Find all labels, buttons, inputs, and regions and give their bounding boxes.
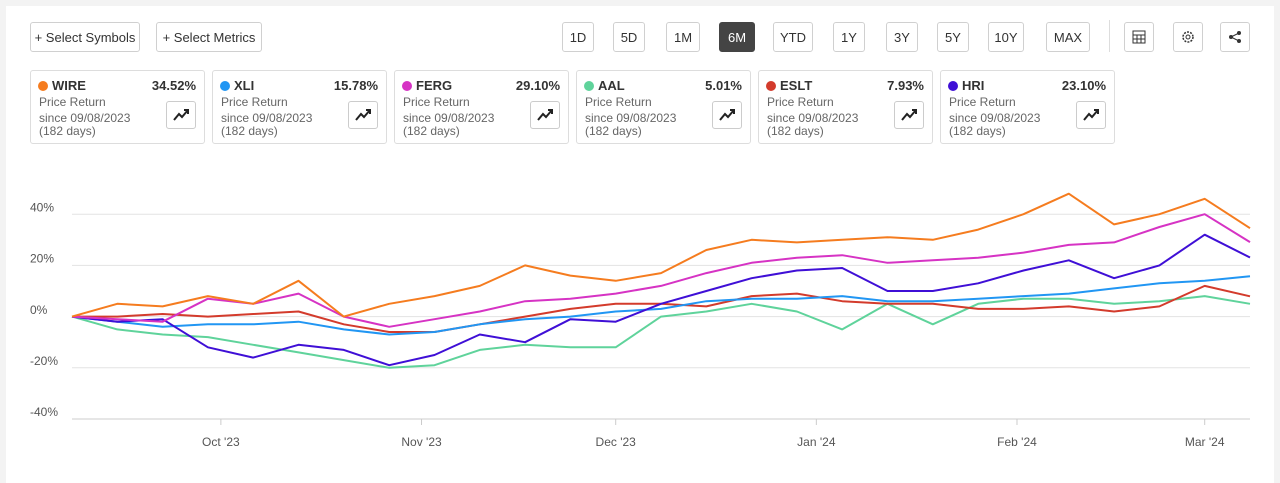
return-value: 34.52% (151, 78, 196, 93)
since-date: since 09/08/2023 (39, 111, 131, 125)
range-button[interactable]: 1M (666, 22, 700, 52)
return-value: 15.78% (333, 78, 378, 93)
range-button[interactable]: 3Y (886, 22, 918, 52)
since-date: since 09/08/2023 (767, 111, 859, 125)
trend-glyph (719, 109, 735, 121)
x-tick-label: Dec '23 (596, 435, 637, 449)
metric: Price Return (39, 95, 106, 109)
days: (182 days) (949, 124, 1006, 138)
trend-button[interactable] (166, 101, 196, 129)
table-glyph (1132, 30, 1146, 44)
range-button[interactable]: 1D (562, 22, 594, 52)
trend-button[interactable] (348, 101, 378, 129)
summary-card: XLI 15.78% Price Return since 09/08/2023 (18… (212, 70, 387, 144)
days: (182 days) (39, 124, 96, 138)
range-button[interactable]: 6M (719, 22, 755, 52)
legend-dot (584, 81, 594, 91)
toolbar-button[interactable]: + Select Metrics (156, 22, 262, 52)
range-button[interactable]: 5D (613, 22, 645, 52)
x-tick-label: Nov '23 (401, 435, 442, 449)
return-value: 7.93% (887, 78, 924, 93)
summary-card: HRI 23.10% Price Return since 09/08/2023 (18… (940, 70, 1115, 144)
range-button[interactable]: YTD (773, 22, 813, 52)
share-glyph (1229, 31, 1241, 43)
days: (182 days) (403, 124, 460, 138)
range-button[interactable]: MAX (1046, 22, 1090, 52)
trend-button[interactable] (894, 101, 924, 129)
since-date: since 09/08/2023 (221, 111, 313, 125)
metric: Price Return (767, 95, 834, 109)
x-tick-label: Oct '23 (202, 435, 240, 449)
settings-icon[interactable] (1173, 22, 1203, 52)
y-tick-label: -40% (30, 405, 58, 419)
legend-dot (402, 81, 412, 91)
y-tick-label: 40% (30, 200, 54, 214)
gear-glyph (1182, 31, 1194, 43)
return-value: 5.01% (705, 78, 742, 93)
share-icon[interactable] (1220, 22, 1250, 52)
summary-card: FERG 29.10% Price Return since 09/08/2023 (1… (394, 70, 569, 144)
panel: + Select Symbols + Select Metrics 1D 5D 1M 6M… (6, 6, 1274, 483)
y-tick-label: 20% (30, 252, 54, 266)
series-line (71, 233, 1251, 367)
range-button[interactable]: 1Y (833, 22, 865, 52)
legend-dot (948, 81, 958, 91)
x-tick-label: Mar '24 (1185, 435, 1225, 449)
metric: Price Return (221, 95, 288, 109)
y-tick-label: -20% (30, 354, 58, 368)
return-value: 29.10% (515, 78, 560, 93)
trend-button[interactable] (530, 101, 560, 129)
symbol: WIRE (52, 78, 86, 93)
series-line (71, 192, 1251, 318)
since-date: since 09/08/2023 (403, 111, 495, 125)
divider (1109, 20, 1110, 52)
symbol: FERG (416, 78, 453, 93)
series-line (72, 284, 1251, 333)
legend-dot (766, 81, 776, 91)
symbol: ESLT (780, 78, 813, 93)
metric: Price Return (949, 95, 1016, 109)
since-date: since 09/08/2023 (949, 111, 1041, 125)
range-button[interactable]: 5Y (937, 22, 969, 52)
trend-button[interactable] (712, 101, 742, 129)
days: (182 days) (585, 124, 642, 138)
metric: Price Return (403, 95, 470, 109)
metric: Price Return (585, 95, 652, 109)
summary-card: ESLT 7.93% Price Return since 09/08/2023 (18… (758, 70, 933, 144)
x-tick-label: Jan '24 (797, 435, 836, 449)
trend-button[interactable] (1076, 101, 1106, 129)
trend-glyph (355, 109, 371, 121)
legend-dot (220, 81, 230, 91)
days: (182 days) (221, 124, 278, 138)
series-line (71, 213, 1251, 328)
days: (182 days) (767, 124, 824, 138)
symbol: HRI (962, 78, 985, 93)
table-icon[interactable] (1124, 22, 1154, 52)
symbol: XLI (234, 78, 255, 93)
trend-glyph (1083, 109, 1099, 121)
summary-card: WIRE 34.52% Price Return since 09/08/2023 (1… (30, 70, 205, 144)
series-line (71, 275, 1251, 336)
trend-glyph (173, 109, 189, 121)
y-tick-label: 0% (30, 303, 48, 317)
series-line (71, 295, 1251, 369)
x-tick-label: Feb '24 (997, 435, 1037, 449)
range-button[interactable]: 10Y (988, 22, 1024, 52)
since-date: since 09/08/2023 (585, 111, 677, 125)
return-value: 23.10% (1061, 78, 1106, 93)
summary-card: AAL 5.01% Price Return since 09/08/2023 (182… (576, 70, 751, 144)
trend-glyph (901, 109, 917, 121)
symbol: AAL (598, 78, 625, 93)
legend-dot (38, 81, 48, 91)
trend-glyph (537, 109, 553, 121)
toolbar-button[interactable]: + Select Symbols (30, 22, 140, 52)
